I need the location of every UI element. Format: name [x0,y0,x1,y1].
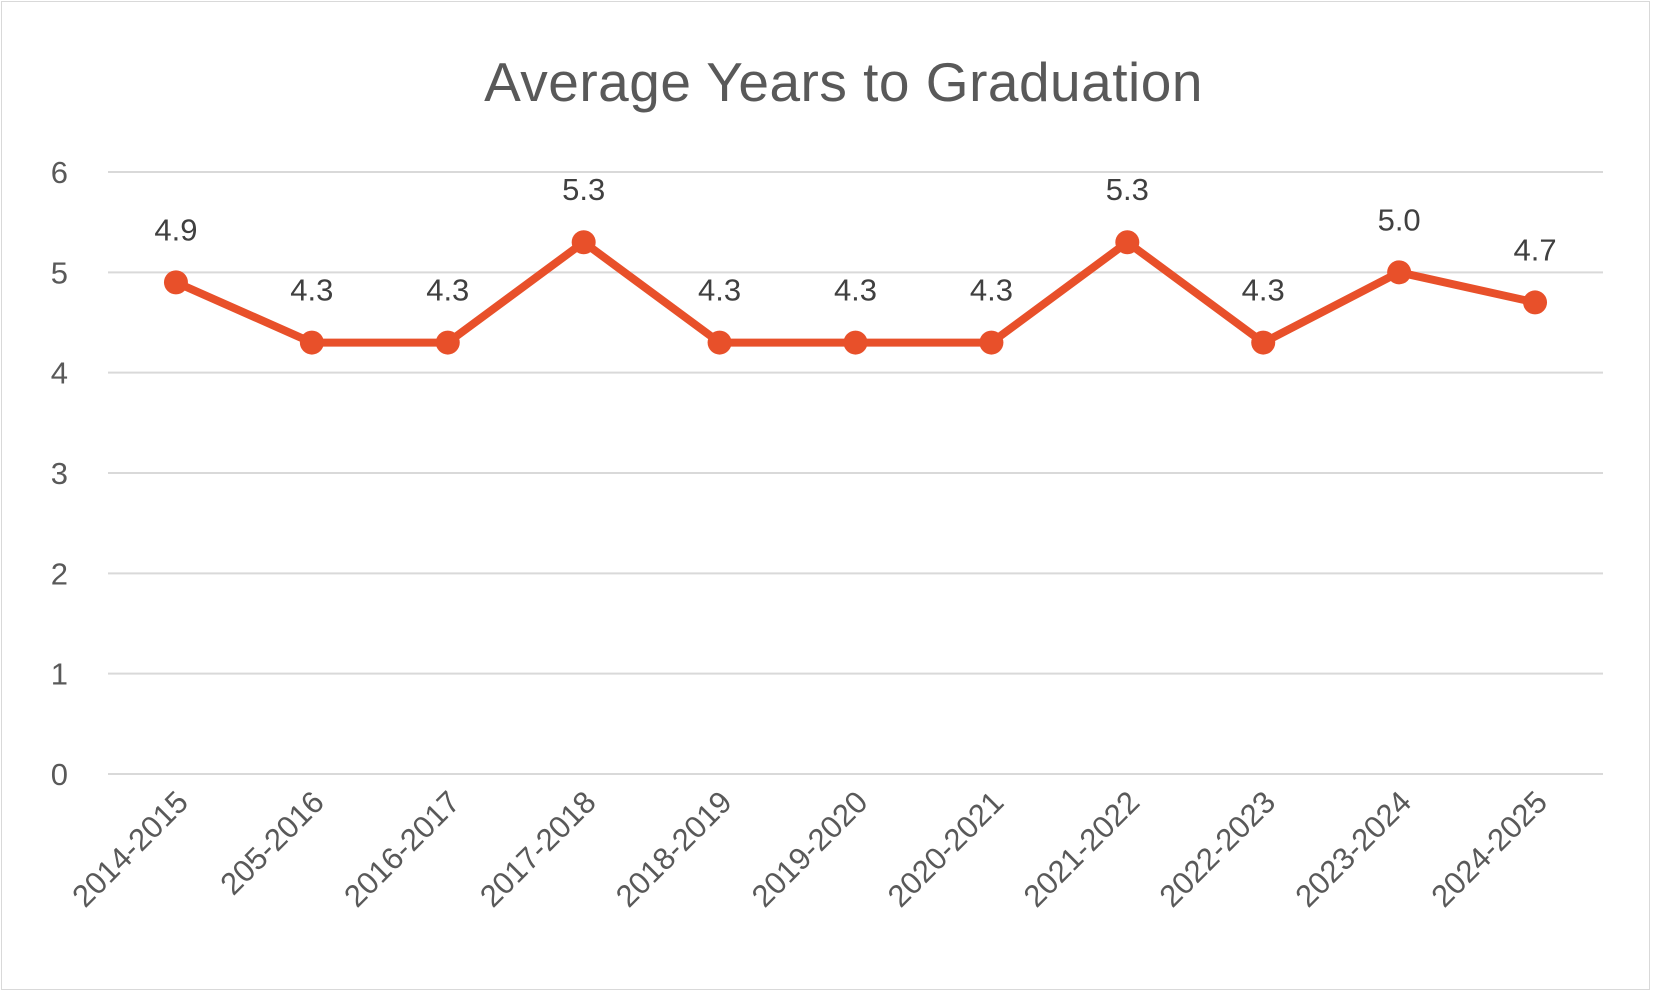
data-label-2018-2019: 4.3 [698,273,741,308]
data-label-2023-2024: 5.0 [1378,202,1421,237]
data-point-205-2016 [299,330,324,355]
chart-title: Average Years to Graduation [484,51,1203,113]
y-tick-label-0: 0 [51,757,68,792]
x-axis-ticks: 2014-2015 205-2016 2016-2017 2017-2018 2018-… [65,784,1554,914]
y-tick-label-3: 3 [51,456,68,491]
data-labels: 4.9 4.3 4.3 5.3 4.3 4.3 4.3 5.3 4.3 5.0 4.7 [154,172,1556,307]
x-tick-label-2017-2018: 2017-2018 [473,784,603,914]
x-tick-label-2022-2023: 2022-2023 [1153,784,1283,914]
data-label-2014-2015: 4.9 [154,212,197,247]
data-point-2018-2019 [707,330,732,355]
data-label-2020-2021: 4.3 [970,273,1013,308]
data-label-2016-2017: 4.3 [426,273,469,308]
y-tick-label-6: 6 [51,155,68,190]
data-label-2021-2022: 5.3 [1106,172,1149,207]
y-tick-label-4: 4 [51,356,68,391]
y-tick-label-2: 2 [51,556,68,591]
data-point-2019-2020 [843,330,868,355]
x-tick-label-2016-2017: 2016-2017 [337,784,467,914]
data-label-2022-2023: 4.3 [1242,273,1285,308]
data-point-2016-2017 [435,330,460,355]
data-point-2024-2025 [1523,290,1548,315]
data-label-205-2016: 4.3 [290,273,333,308]
x-tick-label-2021-2022: 2021-2022 [1017,784,1147,914]
data-label-2019-2020: 4.3 [834,273,877,308]
data-point-2021-2022 [1115,230,1140,255]
x-tick-label-2018-2019: 2018-2019 [609,784,739,914]
data-point-2017-2018 [571,230,596,255]
data-point-2022-2023 [1251,330,1276,355]
gridlines [108,171,1603,775]
series-line-layer [163,230,1548,355]
y-tick-label-5: 5 [51,255,68,290]
x-tick-label-2019-2020: 2019-2020 [745,784,875,914]
x-tick-label-2024-2025: 2024-2025 [1424,784,1554,914]
data-label-2017-2018: 5.3 [562,172,605,207]
x-tick-label-2020-2021: 2020-2021 [881,784,1011,914]
x-tick-label-205-2016: 205-2016 [213,784,330,901]
data-label-2024-2025: 4.7 [1513,232,1556,267]
y-axis-ticks: 0 1 2 3 4 5 6 [51,155,68,792]
data-point-2020-2021 [979,330,1004,355]
data-point-2014-2015 [163,270,188,295]
y-tick-label-1: 1 [51,657,68,692]
x-tick-label-2014-2015: 2014-2015 [65,784,195,914]
x-tick-label-2023-2024: 2023-2024 [1289,784,1419,914]
data-point-2023-2024 [1387,260,1412,285]
